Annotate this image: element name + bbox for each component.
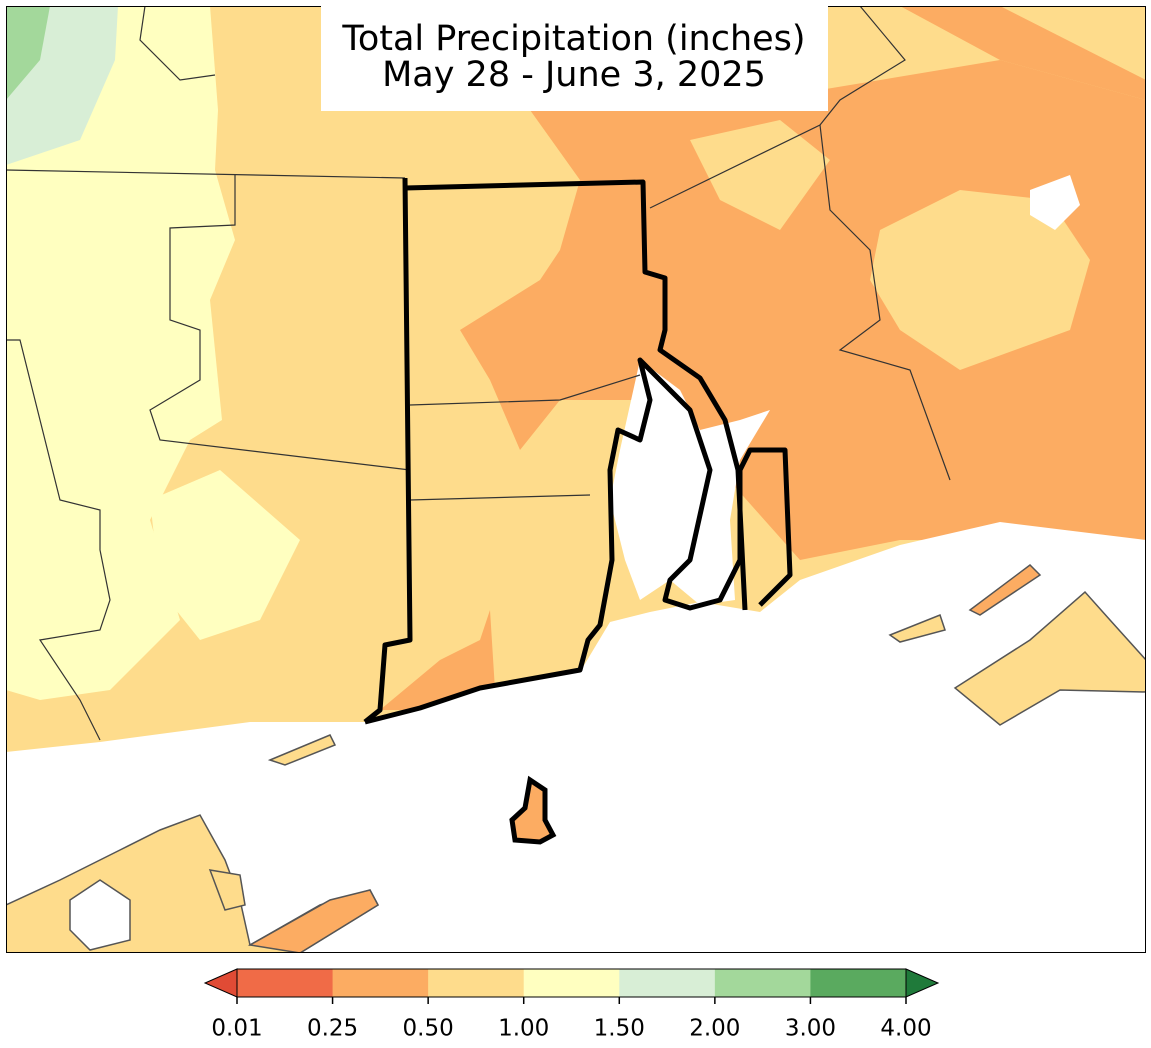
- bay: [69, 879, 131, 951]
- region: [900, 6, 1146, 100]
- town-border: [819, 6, 906, 126]
- region: [6, 6, 50, 100]
- island: [247, 889, 379, 953]
- town-border: [149, 175, 411, 471]
- state-border: [364, 357, 793, 725]
- island: [953, 590, 1146, 726]
- colorbar-tick-label: 1.50: [594, 1016, 645, 1042]
- colorbar: 0.01 0.25 0.50 1.00 1.50 2.00 3.00 4.00: [203, 968, 940, 1042]
- island: [888, 614, 946, 643]
- island: [509, 775, 557, 845]
- town-border: [409, 374, 641, 406]
- colorbar-tick-label: 1.00: [498, 1016, 549, 1042]
- colorbar-bin: [332, 969, 429, 997]
- island: [267, 734, 337, 766]
- region: [870, 190, 1090, 370]
- colorbar-tick-label: 3.00: [785, 1016, 836, 1042]
- title: Total Precipitation (inches): [341, 19, 805, 59]
- colorbar-extend-min: [203, 968, 238, 998]
- colorbar-tick-label: 2.00: [689, 1016, 740, 1042]
- colorbar-extend-max: [905, 968, 940, 998]
- colorbar-tick-label: 0.50: [403, 1016, 454, 1042]
- town-border: [6, 339, 111, 741]
- town-border: [649, 124, 951, 481]
- colorbar-bin: [810, 969, 907, 997]
- bay: [610, 360, 770, 605]
- colorbar-bin: [428, 969, 525, 997]
- region: [690, 120, 830, 230]
- colorbar-tick-label: 0.25: [307, 1016, 358, 1042]
- region: [380, 610, 495, 710]
- colorbar-bin: [523, 969, 620, 997]
- town-border: [6, 169, 406, 179]
- region: [150, 470, 300, 640]
- title-box: [321, 6, 828, 111]
- island: [968, 564, 1042, 616]
- town-border: [409, 494, 591, 501]
- colorbar-tick-label: 4.00: [880, 1016, 931, 1042]
- water: [1030, 175, 1080, 230]
- colorbar-bin: [714, 969, 811, 997]
- region: [460, 60, 1146, 560]
- town-border: [139, 6, 216, 81]
- colorbar-tick-label: 0.01: [211, 1016, 262, 1042]
- region: [6, 170, 235, 700]
- state-border: [363, 177, 413, 724]
- water: [6, 522, 1146, 953]
- colorbar-outline: [236, 968, 907, 998]
- island: [208, 869, 246, 911]
- state-border: [404, 179, 748, 611]
- colorbar-bin: [619, 969, 716, 997]
- colorbar-bin: [237, 969, 334, 997]
- map: [6, 6, 1146, 953]
- subtitle: May 28 - June 3, 2025: [382, 55, 766, 95]
